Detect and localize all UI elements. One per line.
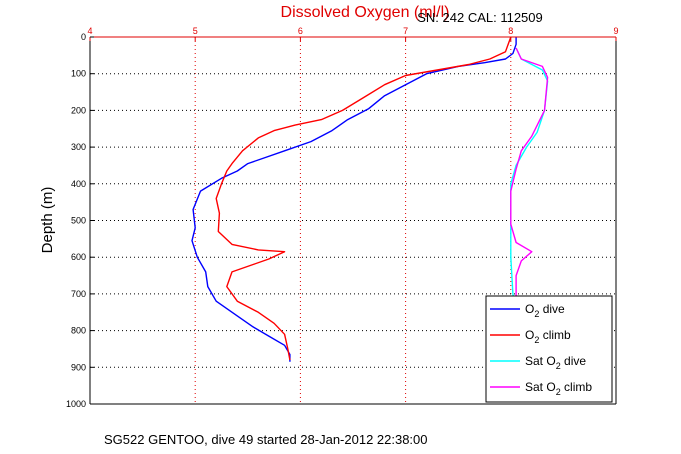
chart-subtitle: SN: 242 CAL: 112509 — [417, 10, 543, 25]
legend-label: Sat O2 dive — [525, 354, 586, 371]
x-tick-label: 6 — [298, 26, 303, 36]
x-tick-label: 4 — [87, 26, 92, 36]
series-line-sat-o2-climb — [510, 47, 549, 317]
x-ticks: 4 5 6 7 8 9 — [87, 26, 619, 41]
y-tick-label: 900 — [71, 362, 86, 372]
x-tick-label: 9 — [613, 26, 618, 36]
y-axis-label: Depth (m) — [39, 187, 56, 254]
y-tick-label: 0 — [81, 32, 86, 42]
y-tick-label: 600 — [71, 252, 86, 262]
series-line-sat-o2-dive — [510, 47, 549, 313]
legend-label: O2 climb — [525, 328, 571, 345]
y-tick-label: 500 — [71, 216, 86, 226]
y-tick-label: 300 — [71, 142, 86, 152]
legend-label: O2 dive — [525, 302, 565, 319]
series-layer — [191, 36, 549, 362]
x-tick-label: 8 — [508, 26, 513, 36]
chart-title: Dissolved Oxygen (ml/l) — [281, 4, 450, 21]
y-ticks: 0 100 200 300 400 500 600 700 800 900 1000 — [66, 32, 94, 409]
x-tick-label: 7 — [403, 26, 408, 36]
y-tick-label: 700 — [71, 289, 86, 299]
legend-label: Sat O2 climb — [525, 380, 592, 397]
y-tick-label: 800 — [71, 326, 86, 336]
y-tick-label: 400 — [71, 179, 86, 189]
legend-box — [485, 295, 613, 403]
y-tick-label: 1000 — [66, 399, 86, 409]
legend: O2 dive O2 climb Sat O2 dive Sat O2 climb — [485, 295, 613, 403]
x-tick-label: 5 — [193, 26, 198, 36]
series-line-o2-climb — [215, 36, 512, 361]
footer-caption: SG522 GENTOO, dive 49 started 28-Jan-201… — [104, 432, 428, 447]
y-tick-label: 100 — [71, 69, 86, 79]
y-tick-label: 200 — [71, 105, 86, 115]
